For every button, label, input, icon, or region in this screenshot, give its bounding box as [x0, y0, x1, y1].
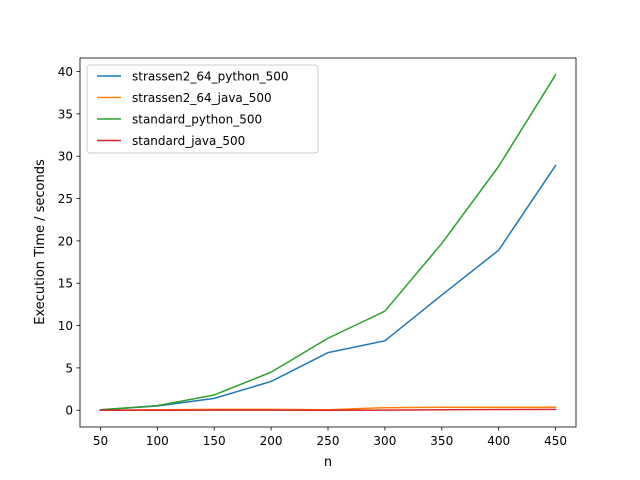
y-tick-label: 35 — [58, 107, 73, 121]
y-tick-label: 30 — [58, 150, 73, 164]
x-tick-label: 400 — [487, 434, 510, 448]
legend: strassen2_64_python_500 strassen2_64_java… — [86, 64, 319, 154]
x-axis-label: n — [324, 455, 332, 470]
y-tick-label: 0 — [65, 404, 73, 418]
x-tick-label: 250 — [317, 434, 340, 448]
series-layer — [99, 73, 557, 411]
legend-label-0: strassen2_64_python_500 — [132, 70, 289, 84]
y-tick-label: 5 — [65, 361, 73, 375]
x-axis: 50 100 150 200 250 300 350 400 450 — [93, 427, 567, 448]
x-tick-label: 350 — [430, 434, 453, 448]
series-line-0 — [99, 164, 557, 411]
legend-label-2: standard_python_500 — [132, 113, 262, 127]
legend-box — [86, 64, 319, 154]
x-tick-label: 200 — [260, 434, 283, 448]
y-axis-label: Execution Time / seconds — [33, 159, 48, 325]
legend-label-1: strassen2_64_java_500 — [132, 91, 272, 105]
x-tick-label: 50 — [93, 434, 108, 448]
y-tick-label: 20 — [58, 234, 73, 248]
x-tick-label: 450 — [544, 434, 567, 448]
x-tick-label: 300 — [373, 434, 396, 448]
series-line-3 — [99, 408, 557, 411]
y-tick-label: 40 — [58, 65, 73, 79]
y-tick-label: 15 — [58, 277, 73, 291]
y-tick-label: 25 — [58, 192, 73, 206]
x-tick-label: 150 — [203, 434, 226, 448]
y-tick-label: 10 — [58, 319, 73, 333]
y-axis: 0 5 10 15 20 25 30 35 40 — [58, 65, 80, 418]
series-line-2 — [99, 73, 557, 411]
legend-label-3: standard_java_500 — [132, 134, 245, 148]
x-tick-label: 100 — [146, 434, 169, 448]
